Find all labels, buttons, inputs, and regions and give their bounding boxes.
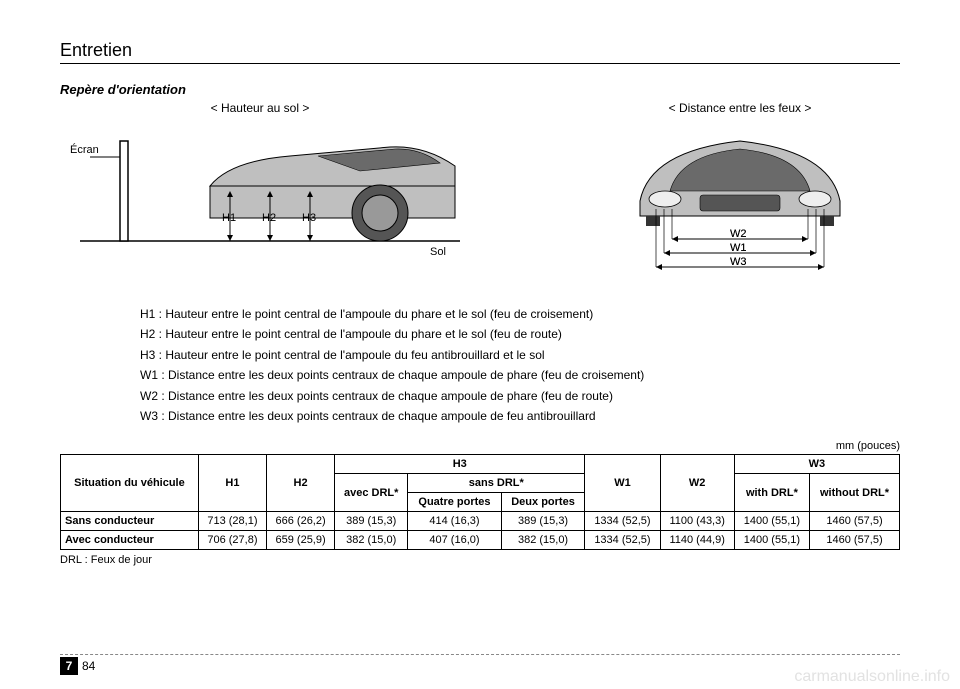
definition-line: W2 : Distance entre les deux points cent… <box>140 386 900 406</box>
dimensions-table: Situation du véhicule H1 H2 H3 W1 W2 W3 … <box>60 454 900 550</box>
section-title: Entretien <box>60 40 900 64</box>
definition-line: H1 : Hauteur entre le point central de l… <box>140 304 900 324</box>
footnote: DRL : Feux de jour <box>60 554 900 566</box>
svg-text:W1: W1 <box>730 242 747 254</box>
watermark: carmanualsonline.info <box>794 668 950 686</box>
definition-line: H3 : Hauteur entre le point central de l… <box>140 345 900 365</box>
sub-title: Repère d'orientation <box>60 82 900 97</box>
definition-line: W1 : Distance entre les deux points cent… <box>140 365 900 385</box>
side-view-svg: Écran H1 H2 H3 Sol <box>60 121 460 266</box>
svg-text:H1: H1 <box>222 212 236 224</box>
svg-text:H2: H2 <box>262 212 276 224</box>
page-number: 84 <box>82 659 95 673</box>
chapter-number: 7 <box>60 657 78 675</box>
definition-line: W3 : Distance entre les deux points cent… <box>140 406 900 426</box>
fig-left-caption: < Hauteur au sol > <box>60 101 460 115</box>
definition-line: H2 : Hauteur entre le point central de l… <box>140 324 900 344</box>
definitions-block: H1 : Hauteur entre le point central de l… <box>140 304 900 426</box>
svg-text:W2: W2 <box>730 228 747 240</box>
svg-text:H3: H3 <box>302 212 316 224</box>
svg-text:Sol: Sol <box>430 246 446 258</box>
fig-right-caption: < Distance entre les feux > <box>580 101 900 115</box>
svg-text:W3: W3 <box>730 256 747 268</box>
page-footer: 7 84 <box>60 654 900 675</box>
svg-text:Écran: Écran <box>70 143 99 156</box>
front-view-svg: W2W2W1W1W3W3 <box>590 121 890 281</box>
unit-label: mm (pouces) <box>60 440 900 452</box>
figure-left: < Hauteur au sol > Écran H1 H2 H3 Sol <box>60 101 460 286</box>
figures-row: < Hauteur au sol > Écran H1 H2 H3 Sol < Dist… <box>60 101 900 286</box>
figure-right: < Distance entre les feux > W2W2W1W1W3W3 <box>580 101 900 286</box>
